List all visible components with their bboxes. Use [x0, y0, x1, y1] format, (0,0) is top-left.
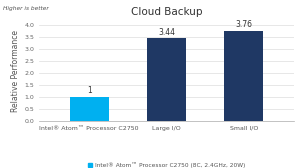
Title: Cloud Backup: Cloud Backup — [131, 7, 202, 17]
Text: Higher is better: Higher is better — [3, 6, 49, 11]
Legend: Intel® Atom™ Processor C2750 (8C, 2.4GHz, 20W), Intel® Xeon® Processor D-1541 (8: Intel® Atom™ Processor C2750 (8C, 2.4GHz… — [88, 162, 247, 168]
Text: 3.44: 3.44 — [158, 28, 175, 37]
Bar — [224, 31, 263, 121]
Text: 1: 1 — [87, 86, 92, 95]
Bar — [70, 97, 109, 121]
Text: 3.76: 3.76 — [235, 20, 252, 29]
Bar — [147, 38, 186, 121]
Y-axis label: Relative Performance: Relative Performance — [11, 30, 20, 112]
